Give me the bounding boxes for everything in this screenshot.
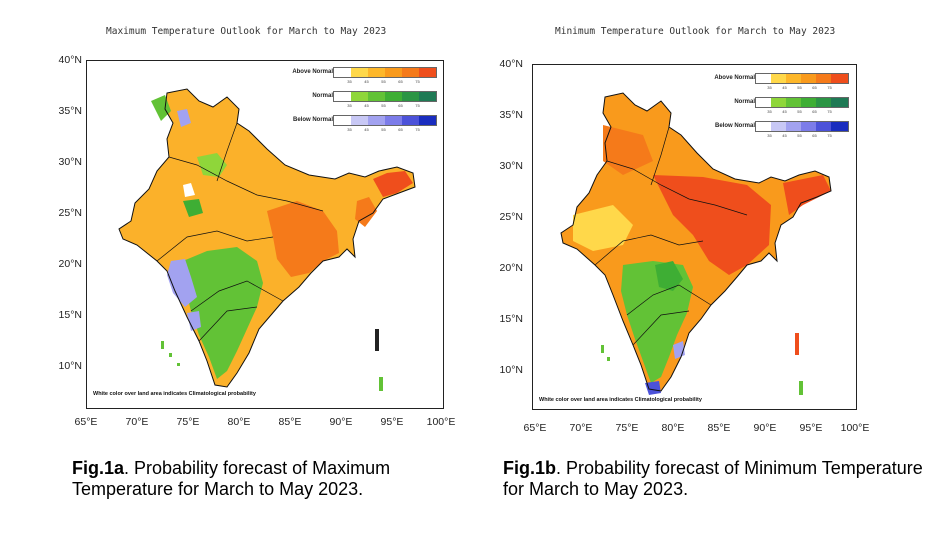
legend-bar xyxy=(755,121,849,132)
legend-ticks: 35 45 55 65 75 xyxy=(347,127,420,132)
legend-ticks: 35 45 55 65 75 xyxy=(767,109,832,114)
legend-bar xyxy=(755,97,849,108)
india-map xyxy=(118,88,416,391)
lon-tick: 80°E xyxy=(227,416,251,428)
legend-ticks: 35 45 55 65 75 xyxy=(767,85,832,90)
lon-tick: 85°E xyxy=(707,422,731,434)
lon-tick: 80°E xyxy=(661,422,685,434)
lat-tick: 15°N xyxy=(58,309,82,321)
legend-row-above: Above Normal 35 45 55 65 75 xyxy=(277,67,437,89)
lon-tick: 75°E xyxy=(176,416,200,428)
legend-ticks: 35 45 55 65 75 xyxy=(767,133,832,138)
legend-bar xyxy=(333,115,437,126)
lat-tick: 30°N xyxy=(499,160,523,172)
climatology-note: White color over land area indicates Cli… xyxy=(93,391,256,397)
lon-tick: 100°E xyxy=(426,416,456,428)
climatology-note: White color over land area indicates Cli… xyxy=(539,397,702,403)
legend-row-normal: Normal 35 45 55 65 75 xyxy=(277,91,437,113)
legend-label: Below Normal xyxy=(292,117,333,123)
lon-tick: 65°E xyxy=(523,422,547,434)
lat-tick: 40°N xyxy=(58,54,82,66)
legend-ticks: 35 45 55 65 75 xyxy=(347,79,420,84)
legend-row-below: Below Normal 35 45 55 65 75 xyxy=(277,115,437,137)
panel-max-temperature: Maximum Temperature Outlook for March to… xyxy=(58,26,456,499)
lat-tick: 20°N xyxy=(58,258,82,270)
legend-bar xyxy=(333,91,437,102)
lon-tick: 70°E xyxy=(125,416,149,428)
legend-ticks: 35 45 55 65 75 xyxy=(347,103,420,108)
lat-tick: 25°N xyxy=(499,211,523,223)
legend-row-above: Above Normal 35 45 55 65 75 xyxy=(699,73,856,95)
lat-tick: 15°N xyxy=(499,313,523,325)
lat-tick: 30°N xyxy=(58,156,82,168)
lon-tick: 95°E xyxy=(799,422,823,434)
lat-tick: 35°N xyxy=(499,109,523,121)
legend-row-normal: Normal 35 45 55 65 75 xyxy=(699,97,856,119)
map-title: Minimum Temperature Outlook for March to… xyxy=(555,26,836,37)
map-frame: Above Normal 35 45 55 65 75 Normal 35 45 55 65 7… xyxy=(532,64,857,410)
legend-row-below: Below Normal 35 45 55 65 75 xyxy=(699,121,856,143)
lon-tick: 90°E xyxy=(329,416,353,428)
lat-tick: 10°N xyxy=(499,364,523,376)
lon-tick: 100°E xyxy=(840,422,870,434)
legend: Above Normal 35 45 55 65 75 Normal 35 45 55 65 7… xyxy=(699,73,856,143)
lon-tick: 95°E xyxy=(380,416,404,428)
legend-bar xyxy=(333,67,437,78)
lon-tick: 65°E xyxy=(74,416,98,428)
panel-min-temperature: Minimum Temperature Outlook for March to… xyxy=(469,0,938,545)
legend: Above Normal 35 45 55 65 75 Normal 35 45 55 65 7… xyxy=(277,67,437,137)
figure-caption: Fig.1b. Probability forecast of Minimum … xyxy=(503,458,923,499)
lat-tick: 40°N xyxy=(499,58,523,70)
legend-bar xyxy=(755,73,849,84)
map-frame: Above Normal 35 45 55 65 75 Normal 35 45 55 65 7… xyxy=(86,60,444,409)
lon-tick: 70°E xyxy=(569,422,593,434)
lon-tick: 85°E xyxy=(278,416,302,428)
legend-label: Below Normal xyxy=(714,123,755,129)
map-title: Maximum Temperature Outlook for March to… xyxy=(106,26,387,37)
lon-tick: 75°E xyxy=(615,422,639,434)
lat-tick: 25°N xyxy=(58,207,82,219)
legend-label: Above Normal xyxy=(714,75,755,81)
lat-tick: 10°N xyxy=(58,360,82,372)
legend-label: Normal xyxy=(312,93,333,99)
legend-label: Normal xyxy=(734,99,755,105)
lon-tick: 90°E xyxy=(753,422,777,434)
figure-caption: Fig.1a. Probability forecast of Maximum … xyxy=(72,458,391,499)
lat-tick: 35°N xyxy=(58,105,82,117)
legend-label: Above Normal xyxy=(292,69,333,75)
india-map xyxy=(560,92,832,395)
lat-tick: 20°N xyxy=(499,262,523,274)
